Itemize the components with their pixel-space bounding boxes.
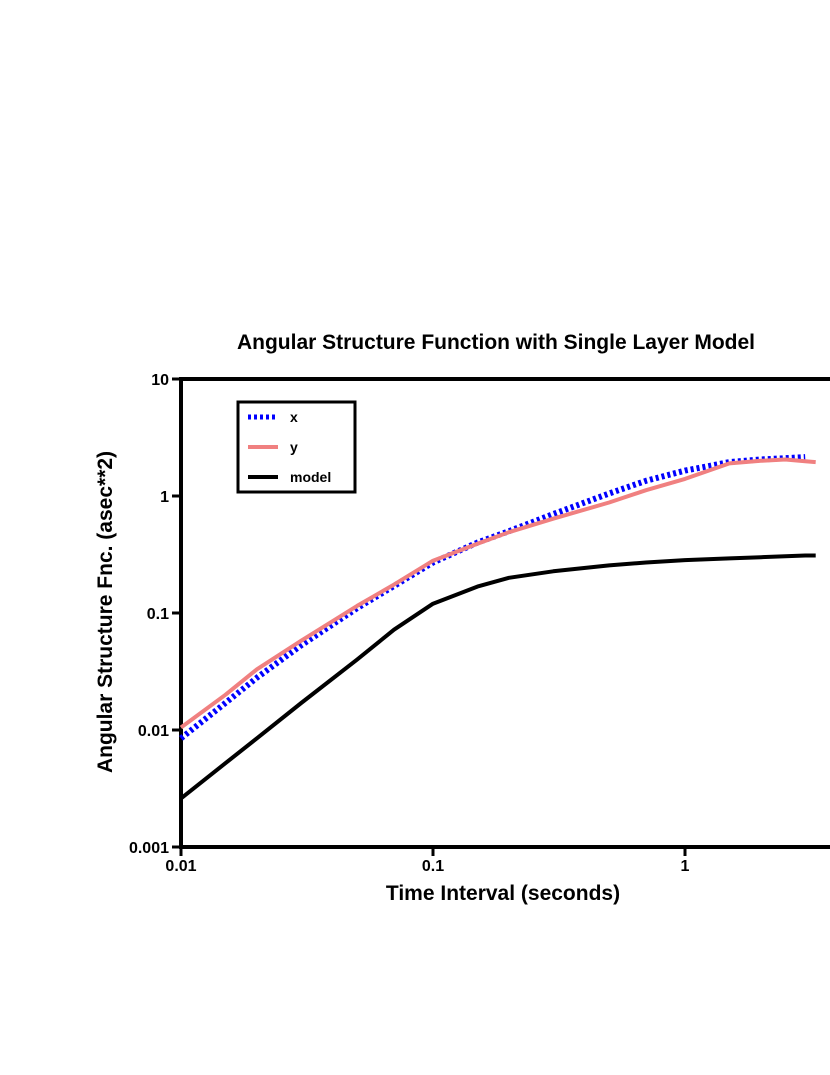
- y-axis-label: Angular Structure Fnc. (asec**2): [94, 451, 117, 773]
- legend-label-model: model: [290, 469, 331, 485]
- series-line-x: [179, 454, 806, 741]
- y-tick-label: 0.001: [129, 840, 169, 857]
- legend: xy model: [236, 400, 357, 494]
- y-tick-label: 10: [151, 372, 169, 389]
- series-line-model: [179, 553, 816, 800]
- x-tick-label: 0.1: [422, 858, 444, 875]
- y-tick-label: 1: [160, 489, 169, 506]
- x-tick-label: 1: [681, 858, 690, 875]
- x-tick-label: 0.01: [165, 858, 196, 875]
- series-line-y: [179, 457, 816, 730]
- legend-label-x: x: [290, 409, 298, 425]
- y-tick-label: 0.01: [138, 723, 169, 740]
- x-axis-label: Time Interval (seconds): [386, 882, 620, 905]
- chart-title: Angular Structure Function with Single L…: [237, 331, 755, 354]
- legend-label-y: y: [290, 439, 298, 455]
- series-group: [179, 454, 816, 800]
- y-tick-label: 0.1: [147, 606, 169, 623]
